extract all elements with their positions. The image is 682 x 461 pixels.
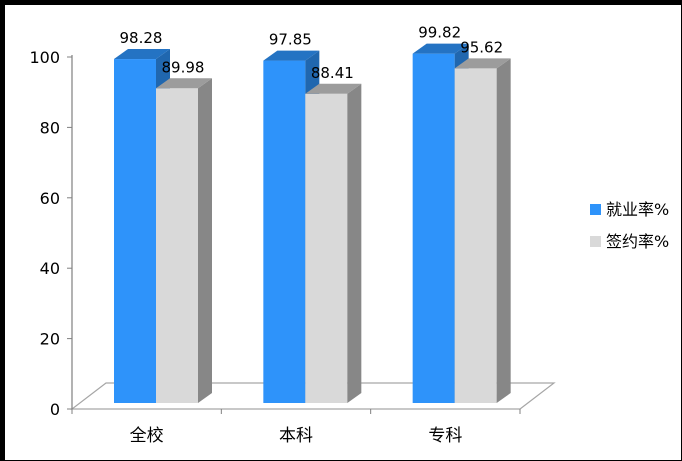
bar bbox=[454, 58, 511, 403]
bar-front bbox=[412, 53, 455, 403]
legend-swatch bbox=[590, 236, 601, 247]
bar-front bbox=[263, 60, 306, 404]
x-tick-label: 本科 bbox=[279, 426, 313, 446]
bar-front bbox=[156, 88, 198, 404]
bar-side bbox=[198, 78, 212, 404]
bar-top bbox=[454, 58, 511, 69]
y-tick-label: 60 bbox=[40, 189, 60, 208]
y-tick-label: 80 bbox=[40, 118, 60, 137]
bar-front bbox=[454, 68, 497, 403]
data-label: 95.62 bbox=[460, 38, 503, 56]
legend-label: 签约率% bbox=[606, 232, 669, 251]
legend-label: 就业率% bbox=[606, 200, 669, 219]
bar-top bbox=[156, 78, 212, 89]
data-label: 99.82 bbox=[418, 24, 461, 42]
data-label: 88.41 bbox=[311, 64, 354, 82]
bar-side bbox=[496, 58, 511, 403]
x-tick-label: 全校 bbox=[130, 426, 164, 446]
y-tick-label: 100 bbox=[29, 48, 60, 67]
x-tick-label: 专科 bbox=[428, 426, 462, 446]
legend[interactable]: 就业率% 签约率% bbox=[590, 200, 669, 251]
data-label: 98.28 bbox=[120, 29, 163, 47]
bar-front bbox=[305, 93, 348, 403]
data-label: 97.85 bbox=[269, 31, 312, 49]
y-tick-label: 20 bbox=[40, 330, 60, 349]
bar-top bbox=[305, 83, 362, 94]
x-axis: 全校 本科 专科 bbox=[71, 409, 521, 446]
bars bbox=[114, 43, 511, 404]
legend-item[interactable]: 就业率% bbox=[590, 200, 669, 219]
y-tick-label: 0 bbox=[50, 400, 60, 419]
y-axis: 0 20 40 60 80 100 bbox=[29, 48, 73, 419]
bar bbox=[156, 78, 212, 404]
bar-side bbox=[347, 83, 362, 403]
data-label: 89.98 bbox=[162, 58, 205, 76]
bar-top bbox=[263, 50, 320, 61]
bar-top bbox=[412, 43, 469, 54]
bar bbox=[305, 83, 362, 403]
legend-item[interactable]: 签约率% bbox=[590, 232, 669, 251]
y-tick-label: 40 bbox=[40, 259, 60, 278]
bar-front bbox=[114, 59, 156, 403]
bar-top bbox=[114, 49, 170, 60]
legend-swatch bbox=[590, 204, 601, 215]
